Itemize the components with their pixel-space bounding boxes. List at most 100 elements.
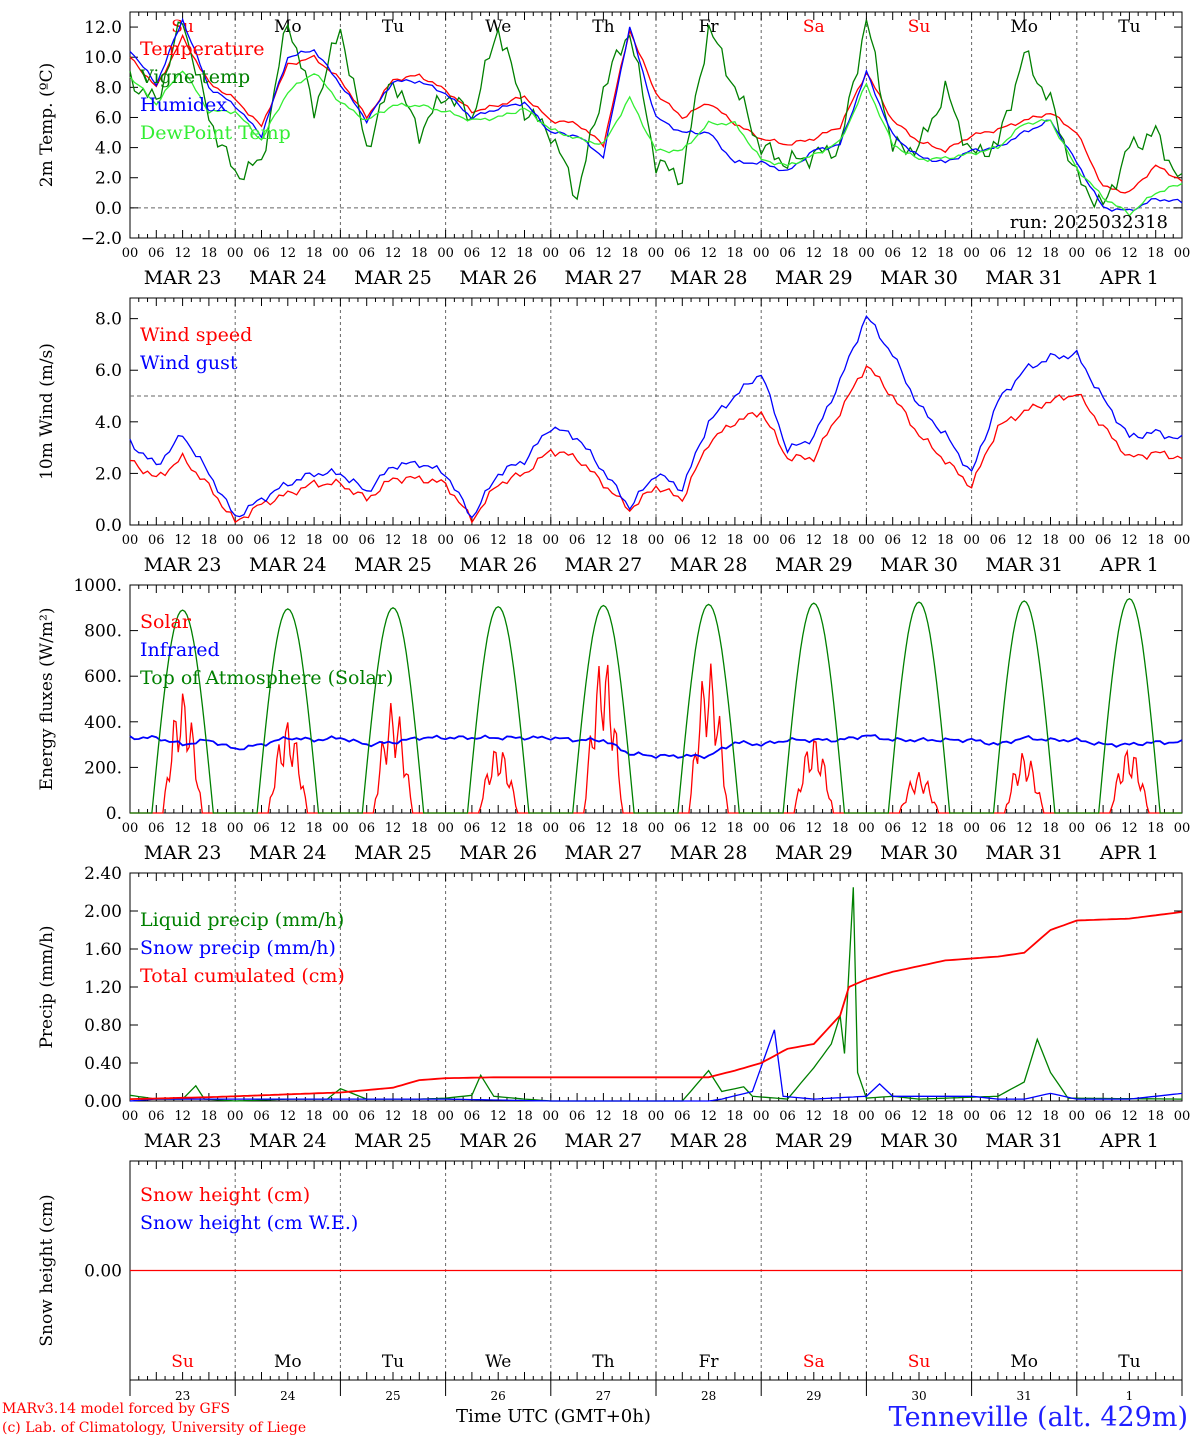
x-date-label: MAR 27: [565, 267, 643, 289]
x-hour-label: 00: [963, 246, 980, 261]
day-name-label: Th: [592, 1352, 614, 1372]
x-hour-label: 18: [832, 533, 849, 548]
x-hour-label: 00: [1174, 533, 1191, 548]
x-hour-label: 12: [490, 1109, 507, 1124]
precip-legend-0: Liquid precip (mm/h): [140, 909, 344, 931]
x-hour-label: 00: [122, 533, 139, 548]
x-date-label: MAR 26: [459, 1130, 537, 1152]
temperature-legend-2: Humidex: [140, 94, 227, 116]
x-hour-label: 06: [779, 1109, 796, 1124]
x-hour-label: 00: [963, 533, 980, 548]
x-hour-label: 00: [1069, 533, 1086, 548]
x-hour-label: 18: [727, 1109, 744, 1124]
x-hour-label: 12: [1121, 821, 1138, 836]
day-name-label: We: [485, 1352, 511, 1372]
x-date-label: MAR 25: [354, 554, 432, 576]
x-hour-label: 18: [937, 246, 954, 261]
x-hour-label: 12: [700, 533, 717, 548]
x-date-label: MAR 24: [249, 267, 327, 289]
precip-legend-2: Total cumulated (cm): [140, 965, 345, 987]
precip-y-tick-label: 0.80: [84, 1016, 122, 1036]
x-hour-label: 18: [621, 246, 638, 261]
x-date-label: MAR 25: [354, 1130, 432, 1152]
snow-y-tick-label: 0.00: [84, 1262, 122, 1282]
wind-y-axis-label: 10m Wind (m/s): [37, 343, 57, 480]
run-annotation: run: 2025032318: [1010, 212, 1168, 233]
x-hour-label: 18: [201, 821, 218, 836]
x-hour-label: 00: [963, 821, 980, 836]
x-hour-label: 00: [332, 1109, 349, 1124]
x-date-label: APR 1: [1099, 267, 1159, 289]
x-hour-label: 18: [1147, 821, 1164, 836]
x-hour-label: 00: [1069, 821, 1086, 836]
x-date-label: MAR 24: [249, 554, 327, 576]
x-date-label: MAR 30: [880, 842, 958, 864]
x-hour-label: 18: [411, 246, 428, 261]
energy-y-tick-label: 1000.: [73, 576, 122, 596]
x-hour-label: 00: [648, 246, 665, 261]
x-hour-label: 18: [201, 1109, 218, 1124]
x-hour-label: 18: [1042, 821, 1059, 836]
x-hour-label: 00: [963, 1109, 980, 1124]
x-hour-label: 12: [911, 1109, 928, 1124]
day-name-label: Su: [908, 1352, 931, 1372]
x-hour-label: 12: [700, 1109, 717, 1124]
x-hour-label: 12: [385, 533, 402, 548]
x-hour-label: 00: [543, 246, 560, 261]
x-hour-label: 00: [227, 246, 244, 261]
x-date-label: MAR 31: [985, 842, 1063, 864]
x-date-label: MAR 24: [249, 1130, 327, 1152]
x-hour-label: 00: [437, 821, 454, 836]
x-hour-label: 18: [727, 821, 744, 836]
x-date-label: MAR 23: [144, 267, 222, 289]
energy-y-tick-label: 400.: [84, 713, 122, 733]
x-hour-label: 18: [516, 1109, 533, 1124]
x-hour-label: 18: [306, 246, 323, 261]
x-hour-label: 00: [543, 1109, 560, 1124]
x-hour-label: 00: [1174, 246, 1191, 261]
x-hour-label: 12: [595, 246, 612, 261]
temperature-legend-3: DewPoint Temp: [140, 122, 291, 144]
x-hour-label: 18: [621, 533, 638, 548]
x-hour-label: 18: [1147, 1109, 1164, 1124]
x-hour-label: 12: [911, 533, 928, 548]
x-hour-label: 12: [174, 533, 191, 548]
x-hour-label: 06: [358, 246, 375, 261]
x-date-label: APR 1: [1099, 1130, 1159, 1152]
x-hour-label: 06: [148, 1109, 165, 1124]
x-date-label: MAR 31: [985, 554, 1063, 576]
x-hour-label: 00: [437, 246, 454, 261]
precip-y-tick-label: 1.60: [84, 940, 122, 960]
snow-panel: 0.00 Snow height (cm) Su Mo Tu We Th Fr Sa Su Mo Tu…: [37, 1160, 1183, 1403]
precip-y-tick-label: 2.40: [84, 864, 122, 884]
x-hour-label: 00: [437, 1109, 454, 1124]
x-hour-label: 18: [621, 1109, 638, 1124]
x-date-label: MAR 30: [880, 1130, 958, 1152]
x-date-label: MAR 31: [985, 267, 1063, 289]
lab-credit-line: (c) Lab. of Climatology, University of L…: [2, 1420, 307, 1436]
x-hour-label: 06: [253, 533, 270, 548]
x-hour-label: 00: [332, 246, 349, 261]
x-date-label: MAR 27: [565, 1130, 643, 1152]
x-hour-label: 06: [464, 821, 481, 836]
precip-legend-1: Snow precip (mm/h): [140, 937, 336, 959]
x-hour-label: 12: [174, 1109, 191, 1124]
temperature-legend-0: Temperature: [140, 38, 264, 60]
x-hour-label: 18: [832, 246, 849, 261]
snow-legend-1: Snow height (cm W.E.): [140, 1212, 358, 1234]
energy-y-tick-label: 0.: [106, 804, 122, 824]
x-hour-label: 12: [385, 1109, 402, 1124]
temperature-y-tick-label: 6.0: [95, 108, 122, 128]
x-hour-label: 18: [1147, 533, 1164, 548]
x-hour-label: 06: [464, 533, 481, 548]
x-date-label: MAR 26: [459, 267, 537, 289]
station-name: Tenneville (alt. 429m): [888, 1402, 1188, 1433]
wind-series-0-line: [129, 365, 1183, 524]
temperature-y-tick-label: −2.0: [81, 229, 122, 249]
x-hour-label: 18: [411, 1109, 428, 1124]
snow-y-axis-label: Snow height (cm): [37, 1194, 57, 1346]
x-date-label: MAR 28: [670, 842, 748, 864]
x-hour-label: 06: [674, 246, 691, 261]
x-hour-label: 06: [569, 246, 586, 261]
